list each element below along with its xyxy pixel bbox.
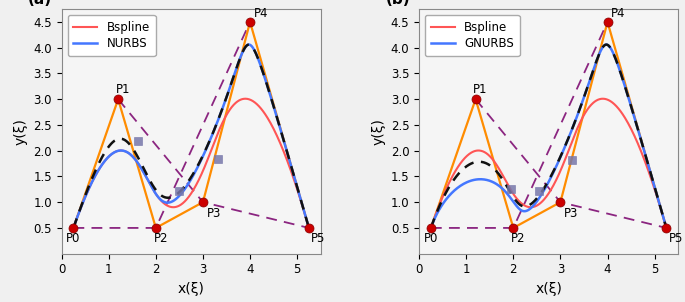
Text: P1: P1: [116, 83, 130, 96]
Text: P1: P1: [473, 83, 488, 96]
Text: P5: P5: [311, 232, 325, 245]
Text: P5: P5: [669, 232, 683, 245]
Text: (b): (b): [386, 0, 410, 7]
Text: P4: P4: [254, 7, 269, 20]
Text: P2: P2: [153, 232, 168, 245]
Text: P3: P3: [207, 207, 221, 220]
Text: P3: P3: [564, 207, 579, 220]
Text: P0: P0: [66, 232, 81, 245]
Text: P4: P4: [611, 7, 626, 20]
Y-axis label: y(ξ): y(ξ): [14, 118, 28, 145]
Legend: Bspline, NURBS: Bspline, NURBS: [68, 15, 155, 56]
Text: P0: P0: [424, 232, 438, 245]
Text: P2: P2: [511, 232, 525, 245]
X-axis label: x(ξ): x(ξ): [535, 282, 562, 296]
Y-axis label: y(ξ): y(ξ): [371, 118, 385, 145]
Text: (a): (a): [28, 0, 52, 7]
X-axis label: x(ξ): x(ξ): [177, 282, 205, 296]
Legend: Bspline, GNURBS: Bspline, GNURBS: [425, 15, 520, 56]
